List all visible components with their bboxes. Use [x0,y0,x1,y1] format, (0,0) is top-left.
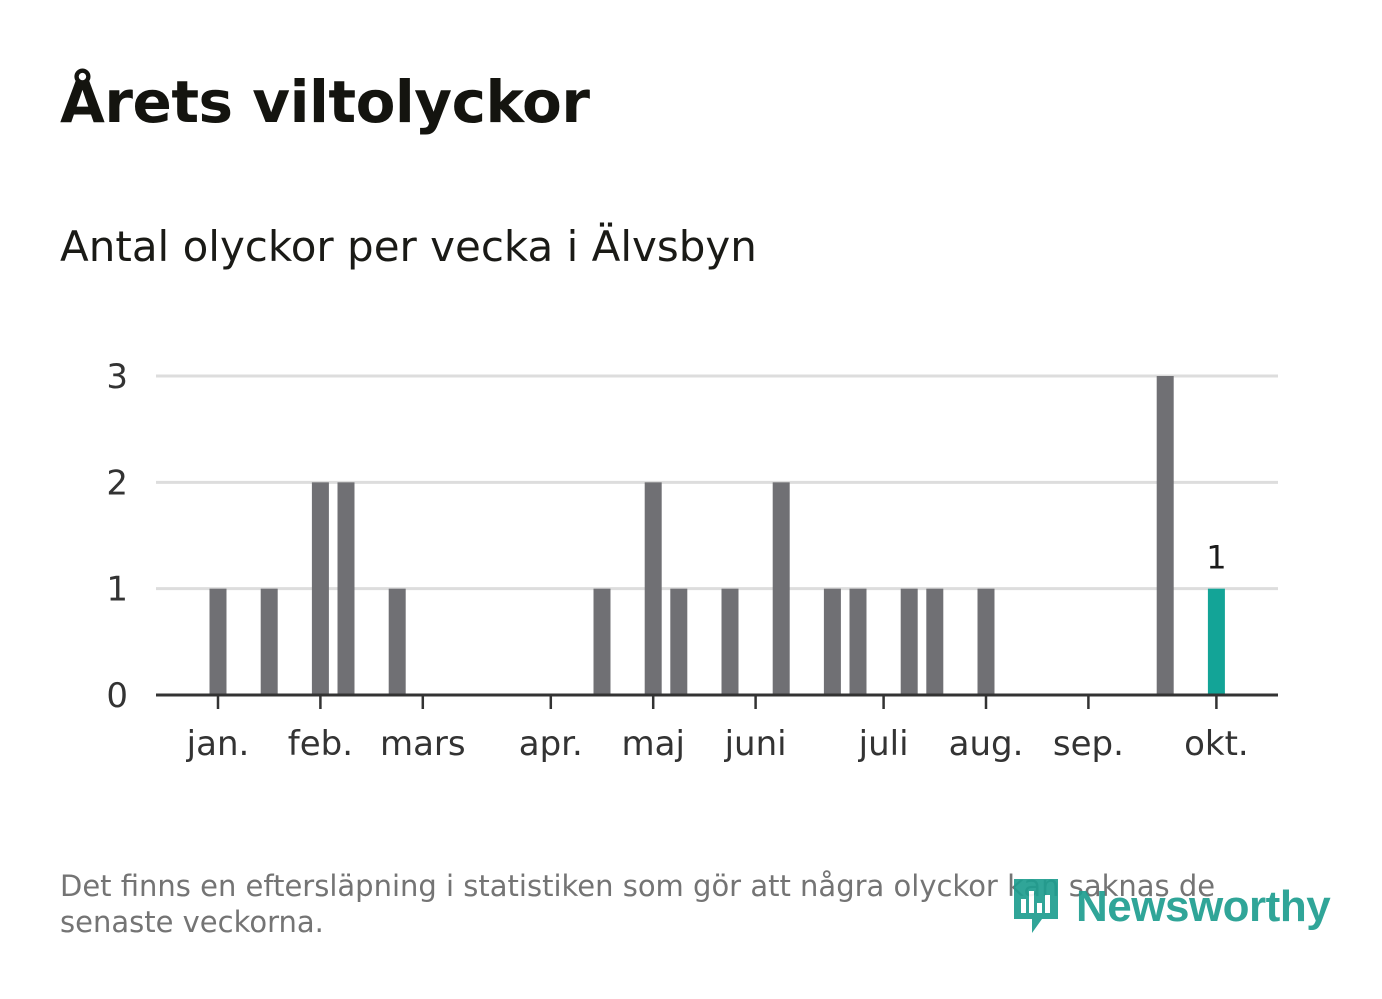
newsworthy-logo: Newsworthy [1010,872,1331,942]
bar [900,588,918,695]
labels: 0 1 2 3 jan. feb. mars apr. maj juni juli aug. sep. o… [106,357,1248,764]
x-tick-label: feb. [288,724,353,764]
bars [209,376,1225,695]
bar [670,588,688,695]
bar [849,588,867,695]
bar [823,588,841,695]
x-tick-label: maj [621,724,684,764]
bar [311,482,329,695]
x-tick-label: okt. [1184,724,1249,764]
x-tick-label: jan. [186,724,250,764]
y-tick-label: 3 [106,357,128,397]
x-tick-label: juli [858,724,909,764]
logo-text: Newsworthy [1076,882,1331,931]
bar [337,482,355,695]
y-tick-label: 1 [106,570,128,610]
chart-title: Årets viltolyckor [60,68,590,136]
bar-chart: 0 1 2 3 jan. feb. mars apr. maj juni juli aug. sep. o… [106,357,1278,764]
bar [260,588,278,695]
x-tick-label: apr. [519,724,583,764]
bar [1156,376,1174,695]
bar [977,588,995,695]
bar-highlight [1207,588,1225,695]
x-tick-label: juni [724,724,787,764]
bar-chart-speech-bubble-icon [1014,879,1058,933]
bar [926,588,944,695]
y-tick-label: 0 [106,676,128,716]
x-axis [156,693,1278,709]
bar [721,588,739,695]
x-tick-label: sep. [1053,724,1124,764]
y-tick-label: 2 [106,463,128,503]
bar [388,588,406,695]
chart-subtitle: Antal olyckor per vecka i Älvsbyn [60,222,757,271]
bar [772,482,790,695]
bar [644,482,662,695]
x-tick-label: aug. [949,724,1024,764]
x-tick-label: mars [380,724,466,764]
data-label: 1 [1206,539,1226,577]
bar [593,588,611,695]
bar [209,588,227,695]
